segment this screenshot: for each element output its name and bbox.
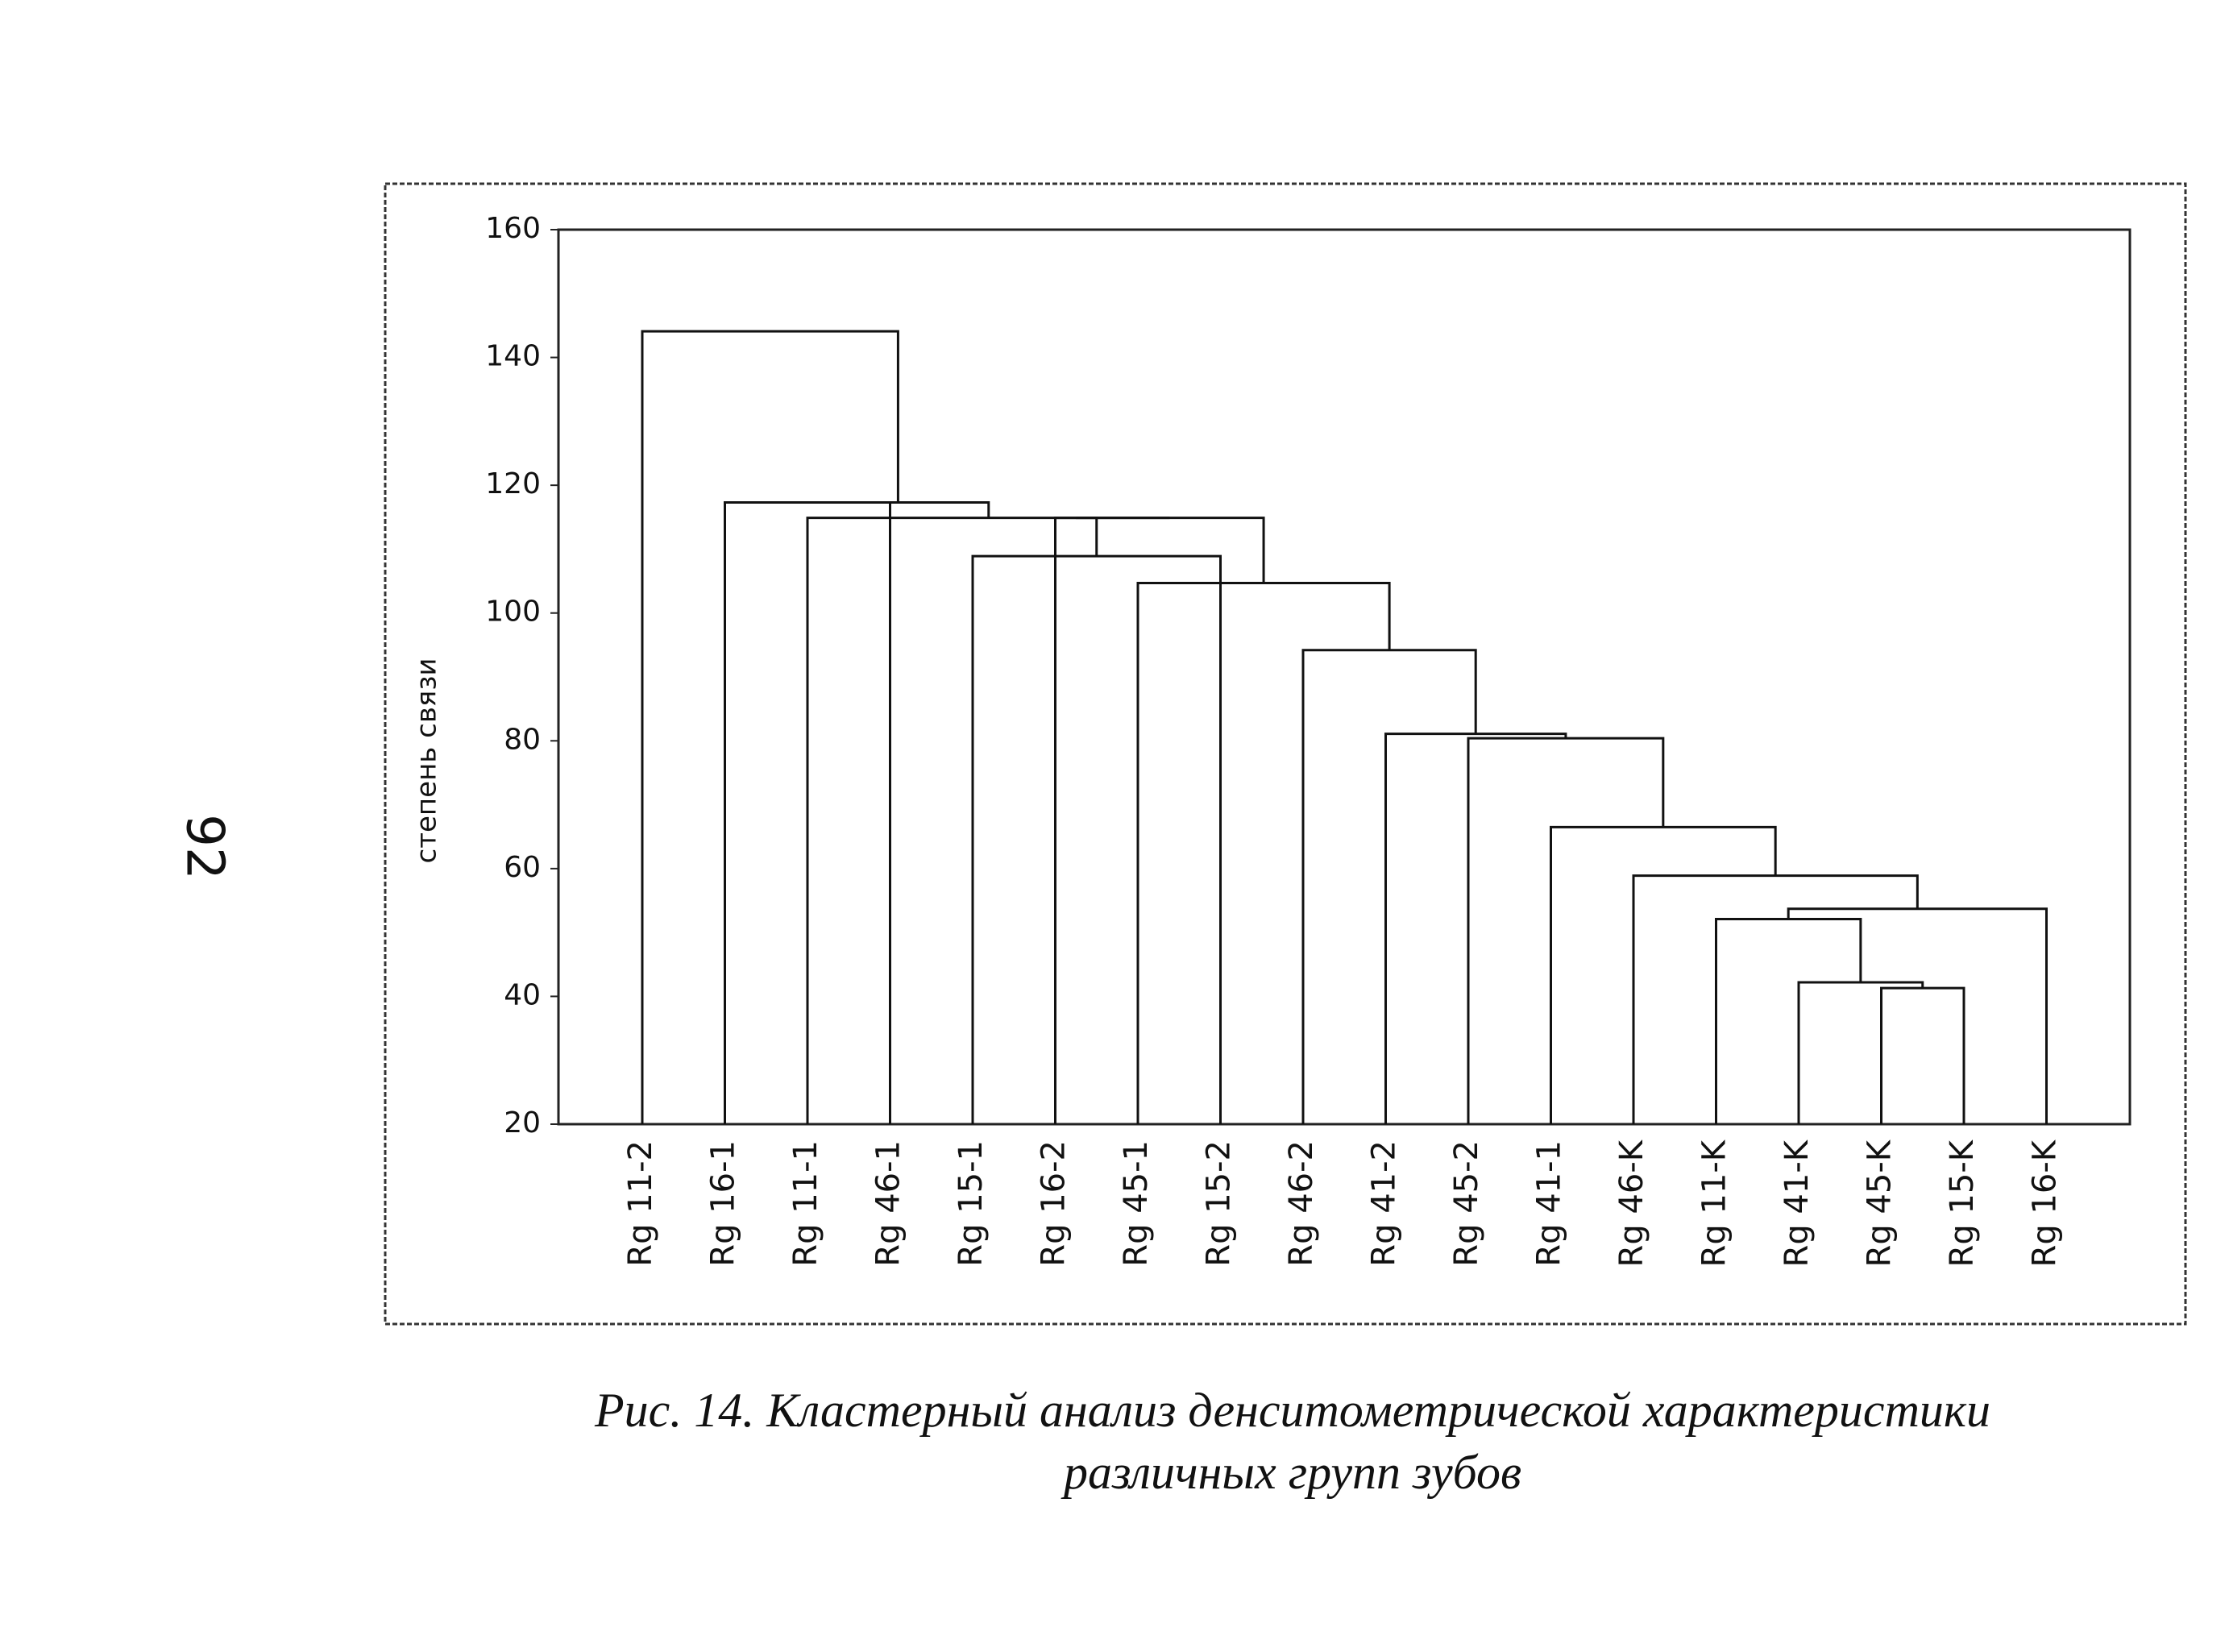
cluster-link [1301,649,1477,1124]
page-number: 92 [174,814,234,879]
y-tick-label: 160 [485,212,541,245]
cluster-link [1787,907,2048,1124]
figure-frame [384,182,2187,1326]
y-axis-label: степень связи [411,658,443,864]
y-tick-label: 120 [485,467,541,500]
cluster-link [807,501,990,518]
cluster-link [1136,581,1391,1124]
x-tick-label: Rg 11-2 [622,1140,659,1267]
x-tick-label: Rg 16-K [2027,1139,2064,1267]
y-tick-label: 140 [485,340,541,373]
x-tick-label: Rg 46-K [1613,1139,1650,1267]
cluster-link [1632,874,1919,1124]
y-tick-label: 40 [504,978,541,1011]
cluster-link [1550,825,1777,1124]
y-tick-label: 20 [504,1106,541,1139]
y-tick-label: 100 [485,596,541,629]
x-tick-label: Rg 41-2 [1366,1140,1403,1267]
cluster-link [1880,986,1965,1124]
x-tick-label: Rg 45-1 [1118,1140,1155,1267]
cluster-link [1797,981,1924,1124]
x-tick-label: Rg 15-2 [1201,1140,1238,1267]
x-tick-label: Rg 45-2 [1448,1140,1485,1267]
cluster-link [971,554,1222,1124]
cluster-link [1384,733,1567,1124]
cluster-link [641,330,899,1124]
y-tick-label: 60 [504,851,541,884]
x-tick-label: Rg 16-1 [705,1140,742,1267]
plot-frame [557,228,2131,1126]
cluster-link [806,517,1170,1124]
caption-line: различных групп зубов [1061,1446,1521,1499]
cluster-link [1054,517,1098,1124]
caption-line: Рис. 14. Кластерный анализ денситометрич… [594,1384,1990,1437]
x-tick-label: Rg 41-K [1779,1139,1816,1267]
y-tick-label: 80 [504,723,541,756]
x-tick-label: Rg 15-K [1944,1139,1981,1267]
x-tick-label: Rg 46-2 [1283,1140,1320,1267]
cluster-link [1715,917,1862,1124]
x-tick-label: Rg 16-2 [1036,1140,1073,1267]
x-tick-label: Rg 41-1 [1531,1140,1568,1267]
cluster-link [1076,517,1265,583]
x-tick-label: Rg 15-1 [953,1140,990,1267]
x-tick-label: Rg 11-K [1696,1139,1733,1267]
x-tick-label: Rg 11-1 [787,1140,824,1267]
x-tick-label: Rg 46-1 [870,1140,907,1267]
x-tick-label: Rg 45-K [1862,1139,1899,1267]
